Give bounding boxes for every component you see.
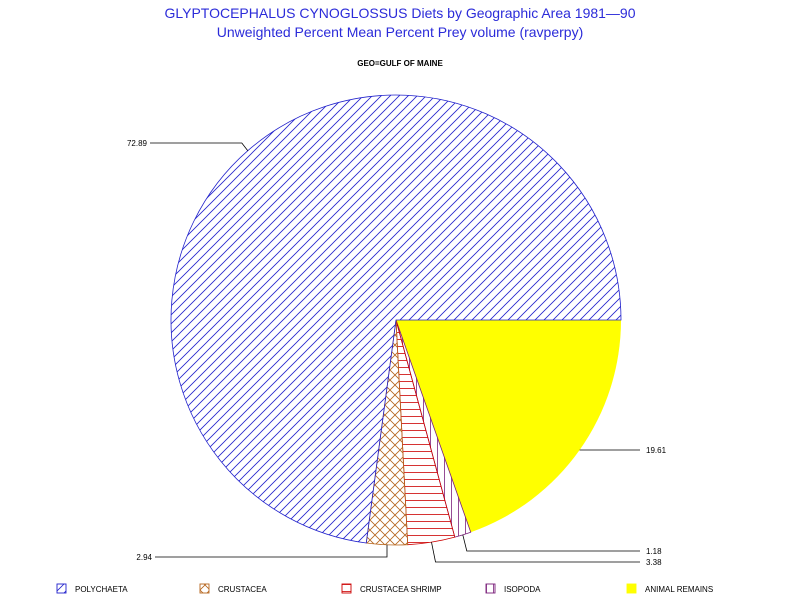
legend-label-animal-remains: ANIMAL REMAINS — [645, 585, 713, 594]
leader-line-polychaeta — [150, 142, 249, 151]
leader-line-crustacea — [155, 544, 388, 558]
slice-label-crustacea-shrimp: 3.38 — [646, 558, 662, 567]
leader-line-crustacea-shrimp — [431, 542, 640, 563]
chart-title: GLYPTOCEPHALUS CYNOGLOSSUS Diets by Geog… — [164, 5, 636, 21]
slice-label-animal-remains: 19.61 — [646, 446, 667, 455]
legend-label-polychaeta: POLYCHAETA — [75, 585, 128, 594]
legend-label-isopoda: ISOPODA — [504, 585, 541, 594]
slice-value-labels: 19.61 1.18 3.38 2.94 72.89 — [127, 139, 667, 567]
chart-subtitle: Unweighted Percent Mean Percent Prey vol… — [216, 24, 584, 40]
legend-label-crustacea-shrimp: CRUSTACEA SHRIMP — [360, 585, 442, 594]
slice-leader-lines — [150, 142, 640, 563]
legend-label-crustacea: CRUSTACEA — [218, 585, 267, 594]
legend-swatch-crustacea-shrimp — [341, 583, 352, 594]
legend: POLYCHAETA CRUSTACEA CRUSTACEA SHRIMP ISOPO… — [56, 583, 713, 594]
slice-label-polychaeta: 72.89 — [127, 139, 148, 148]
slice-label-crustacea: 2.94 — [136, 553, 152, 562]
pie-slices — [170, 94, 622, 546]
legend-swatch-isopoda — [485, 583, 496, 594]
legend-swatch-crustacea — [199, 583, 210, 594]
pie-slice-polychaeta — [170, 94, 622, 544]
legend-swatch-polychaeta — [56, 583, 67, 594]
slice-label-isopoda: 1.18 — [646, 547, 662, 556]
legend-swatch-animal-remains — [626, 583, 637, 594]
group-label: GEO=GULF OF MAINE — [357, 59, 443, 68]
leader-line-isopoda — [462, 534, 640, 552]
